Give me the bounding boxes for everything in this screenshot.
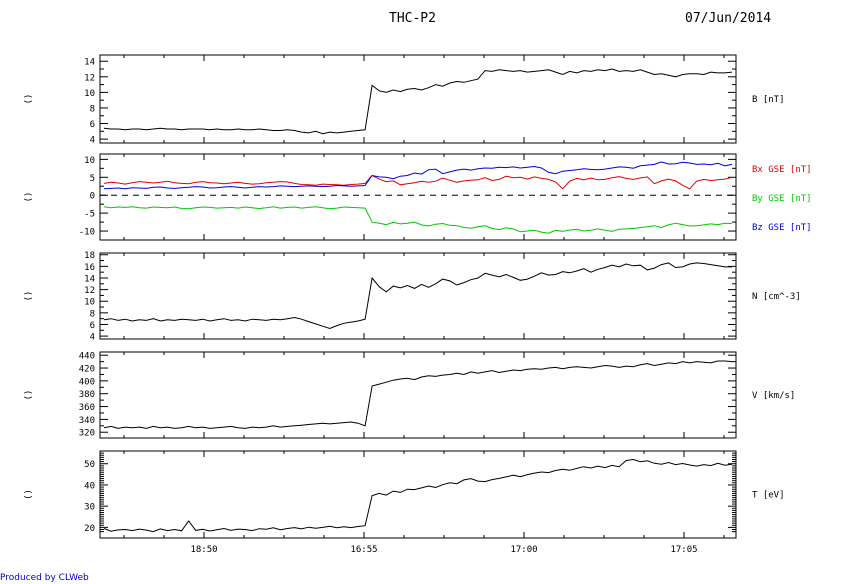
y-tick-label: 30 [84,503,95,513]
y-tick-label: 8 [90,309,95,319]
y-tick-label: 6 [90,321,95,331]
panel-ylabel: B [nT] [752,95,785,105]
series-line-bz [103,161,733,190]
panel-ylabel: T [eV] [752,491,785,501]
panel-5: 20 30 40 50 () T [eV] [22,450,785,539]
y-tick-label: 340 [79,416,95,426]
y-tick-label: 14 [84,274,95,284]
x-tick-label: 18:50 [190,545,217,555]
spacecraft-title: THC-P2 [389,11,436,26]
y-tick-label: 0 [90,192,95,202]
legend-label: Bx GSE [nT] [752,165,812,175]
panel-left-mark: () [22,291,32,302]
panel-left-mark: () [22,192,32,203]
y-tick-label: 420 [79,365,95,375]
series-line-main [103,262,732,330]
y-tick-label: -5 [84,210,95,220]
series-line-main [103,360,733,429]
panel-frame [99,54,737,144]
y-tick-label: 10 [84,89,95,99]
panel-ylabel: N [cm^-3] [752,292,801,302]
series-line-by [103,206,733,234]
x-tick-label: 16:55 [350,545,377,555]
series-line-main [103,458,733,533]
y-tick-label: 10 [84,298,95,308]
panel-left-mark: () [22,94,32,105]
y-tick-label: -10 [79,228,95,238]
series-line-main [103,68,733,135]
date-title: 07/Jun/2014 [685,11,772,26]
y-tick-label: 8 [90,104,95,114]
y-tick-label: 14 [84,58,95,68]
legend-label: By GSE [nT] [752,194,812,204]
panel-2: -10 -5 0 5 10 () Bx GSE [nT] By GSE [nT] Bz GSE … [22,153,812,241]
y-tick-label: 18 [84,251,95,261]
credit-text: Produced by CLWeb [0,573,89,583]
legend-label: Bz GSE [nT] [752,223,812,233]
panel-frame [99,351,737,439]
y-tick-label: 400 [79,377,95,387]
panel-frame [99,450,737,539]
panel-4: 320 340 360 380 400 420 440 () V [km/s] [22,351,795,439]
x-tick-label: 17:05 [670,545,697,555]
panel-1: 4 6 8 10 12 14 () B [nT] [22,54,785,146]
y-tick-label: 12 [84,286,95,296]
y-tick-label: 320 [79,429,95,439]
y-tick-label: 4 [90,333,95,343]
panel-ylabel: V [km/s] [752,391,795,401]
y-tick-label: 50 [84,460,95,470]
panel-left-mark: () [22,489,32,500]
y-tick-label: 4 [90,136,95,146]
y-tick-label: 5 [90,174,95,184]
panel-frame [99,153,737,241]
y-tick-label: 360 [79,403,95,413]
series-line-bx [103,174,733,190]
y-tick-label: 440 [79,352,95,362]
y-tick-label: 10 [84,156,95,166]
y-tick-label: 20 [84,524,95,534]
y-tick-label: 12 [84,73,95,83]
y-tick-label: 6 [90,120,95,130]
x-tick-label: 17:00 [510,545,537,555]
panel-left-mark: () [22,390,32,401]
y-tick-label: 380 [79,390,95,400]
panel-frame [99,252,737,340]
y-tick-label: 40 [84,481,95,491]
y-tick-label: 16 [84,263,95,273]
